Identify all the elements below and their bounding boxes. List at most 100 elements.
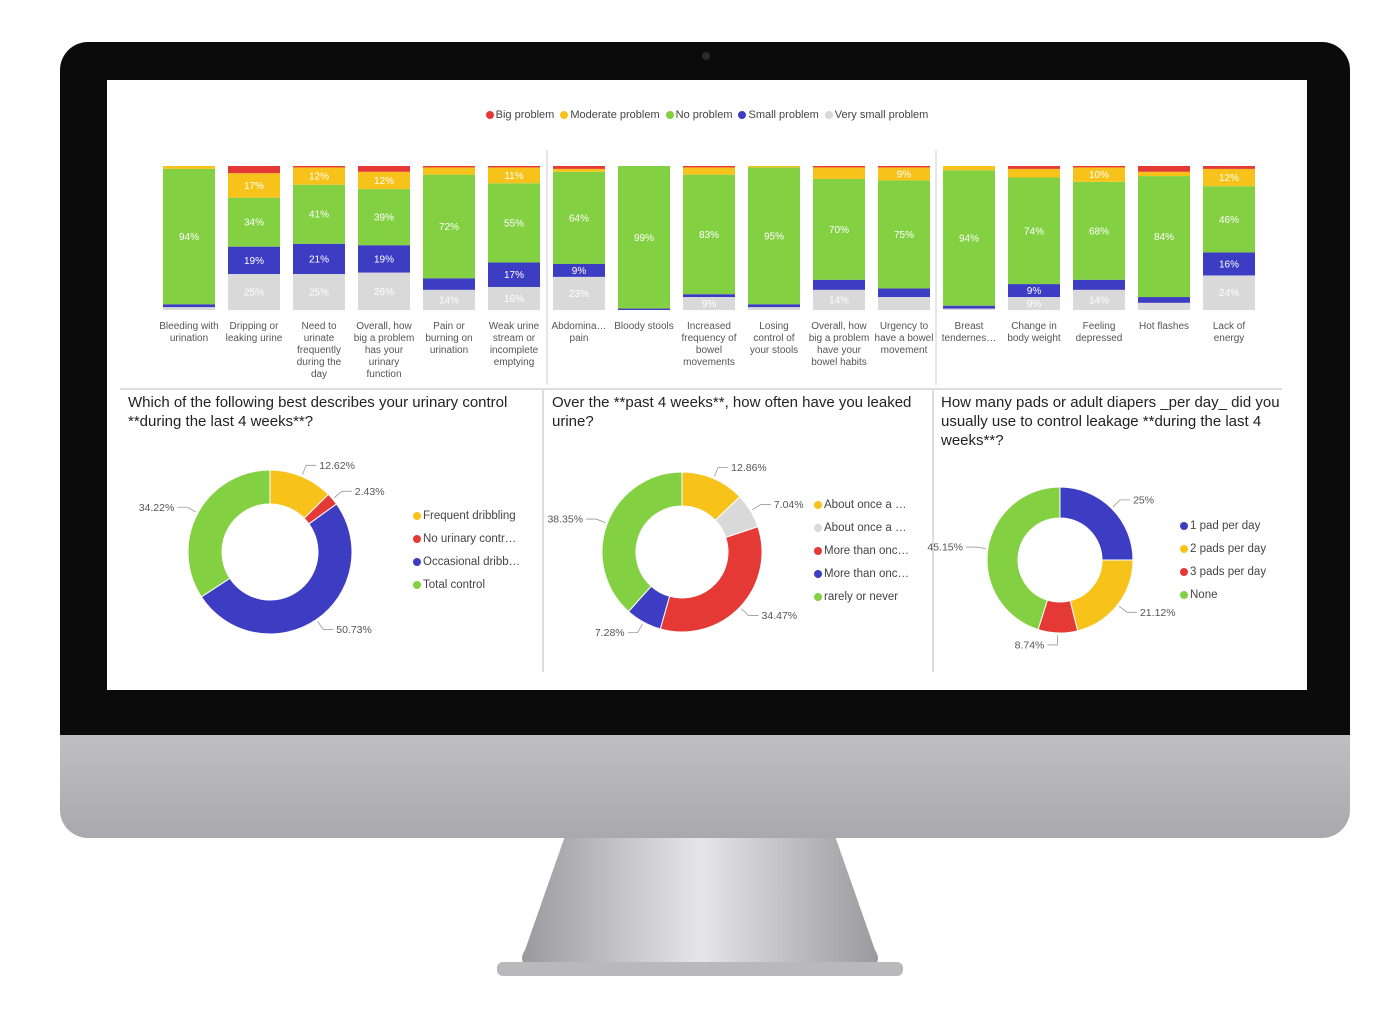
bar-segment [1008, 168, 1060, 178]
bar-segment [1138, 297, 1190, 303]
bar-segment [553, 171, 605, 264]
data-label: 25% [1133, 494, 1154, 506]
legend-label: 2 pads per day [1190, 543, 1267, 555]
data-label: 34.22% [139, 502, 175, 514]
bar-segment [553, 276, 605, 310]
legend-label: More than onc… [824, 568, 910, 580]
legend-item: Moderate problem [560, 109, 660, 121]
bar-segment [1073, 181, 1125, 280]
bar-segment [1138, 302, 1190, 310]
bar-segment [228, 246, 280, 274]
legend-item: 2 pads per day [1180, 543, 1266, 555]
bar-segment [618, 308, 670, 310]
data-label: 12% [1219, 173, 1239, 184]
data-label: 19% [244, 256, 264, 267]
data-label: 14% [439, 295, 459, 306]
data-label: 23% [569, 289, 589, 300]
legend-label: No urinary contr… [423, 533, 517, 545]
chart-title: How many pads or adult diapers _per day_… [941, 394, 1280, 449]
bar-segment [1073, 167, 1125, 182]
data-label: 55% [504, 218, 524, 229]
x-tick-label: Hot flashes [1138, 321, 1190, 332]
legend-label: 3 pads per day [1190, 566, 1267, 578]
bar-segment [293, 184, 345, 244]
bar-segment [228, 197, 280, 247]
bar-segment [163, 168, 215, 305]
donut-slice [659, 526, 763, 633]
legend-swatch [485, 111, 494, 119]
bar-segment [423, 167, 475, 175]
data-label: 41% [309, 210, 329, 221]
bar-segment [163, 304, 215, 308]
chart-title: Which of the following best describes yo… [128, 394, 508, 430]
legend-label: No problem [675, 109, 733, 121]
data-label: 12.62% [319, 460, 355, 472]
data-label: 72% [439, 222, 459, 233]
legend-label: Frequent dribbling [423, 510, 516, 522]
x-tick-label: Bloody stools [614, 321, 674, 332]
stand-base [497, 962, 903, 976]
legend-swatch [560, 111, 569, 119]
bar-segment [488, 166, 540, 168]
legend-item: More than onc… [814, 568, 909, 580]
data-label: 34% [244, 218, 264, 229]
bar-segment [163, 307, 215, 310]
bar-segment [813, 178, 865, 280]
data-label: 9% [1027, 286, 1042, 297]
bar-segment [683, 167, 735, 175]
data-label: 74% [1024, 226, 1044, 237]
x-tick-label: Overall, how big a problem has your urin… [353, 321, 415, 380]
x-tick-label: Abdomina… pain [551, 321, 607, 344]
data-label: 24% [1219, 288, 1239, 299]
bar-segment [683, 166, 735, 168]
legend: Big problem Moderate problem No problem Sma… [107, 109, 1307, 121]
legend-item: Small problem [738, 109, 819, 121]
bar-segment [748, 167, 800, 305]
legend-item: About once a … [814, 499, 906, 511]
legend-swatch [1180, 522, 1188, 530]
legend-item: Very small problem [824, 109, 929, 121]
donut-slice [986, 486, 1061, 631]
bar-segment [878, 166, 930, 168]
bar-segment [748, 307, 800, 310]
data-label: 46% [1219, 215, 1239, 226]
bar-segment [1073, 279, 1125, 290]
data-label: 50.73% [336, 624, 372, 636]
chart-title: Over the **past 4 weeks**, how often hav… [552, 394, 912, 430]
bar-segment [228, 173, 280, 198]
camera [702, 52, 710, 60]
legend-swatch [413, 512, 421, 520]
bar-segment [1008, 177, 1060, 285]
legend-item: Total control [413, 579, 485, 591]
plot-area: 94% 25% 19% 34% 17% 25% 21% 41% 12% 26% 19% 39% 12% 1… [139, 166, 1255, 651]
bar-segment [553, 166, 605, 169]
data-label: 14% [1089, 295, 1109, 306]
x-tick-label: Bleeding with urination [159, 321, 219, 344]
legend-swatch [413, 535, 421, 543]
legend-label: Very small problem [834, 109, 929, 121]
data-label: 21% [309, 254, 329, 265]
bar-segment [1138, 171, 1190, 177]
x-tick-label: Feeling depressed [1075, 321, 1123, 344]
data-label: 99% [634, 233, 654, 244]
legend-item: Frequent dribbling [413, 510, 516, 522]
legend-item: Big problem [485, 109, 554, 121]
data-label: 19% [374, 254, 394, 265]
legend-swatch [413, 558, 421, 566]
donut-slice [200, 503, 353, 635]
x-tick-label: Change in body weight [1007, 321, 1061, 344]
donut-slice [187, 469, 271, 598]
x-tick-label: Losing control of your stools [749, 321, 799, 356]
data-label: 2.43% [355, 486, 385, 498]
bar-segment [1008, 166, 1060, 169]
bar-segment [553, 168, 605, 172]
leader-line [317, 620, 334, 630]
legend-swatch [1180, 545, 1188, 553]
x-tick-label: Need to urinate frequently during the da… [296, 321, 342, 380]
data-label: 94% [179, 232, 199, 243]
legend-label: About once a … [824, 499, 907, 511]
data-label: 94% [959, 234, 979, 245]
bar-segment [358, 272, 410, 310]
bar-segment [488, 183, 540, 263]
bar-segment [488, 286, 540, 310]
